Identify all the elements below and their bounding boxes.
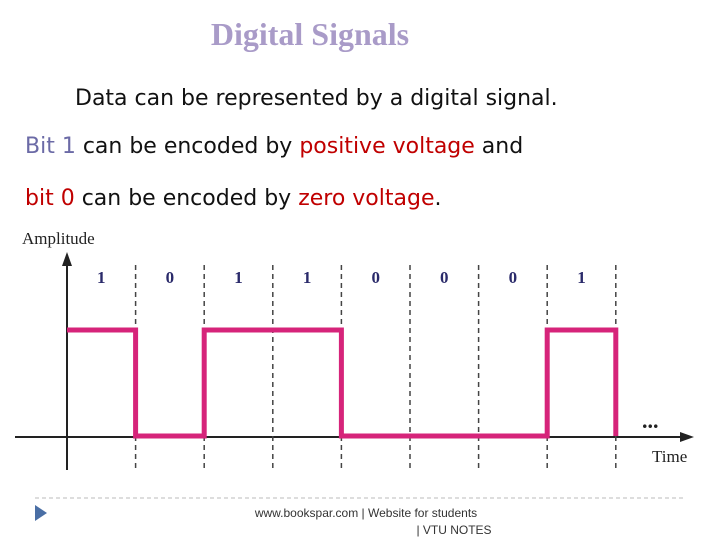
text-span: can be encoded by: [76, 134, 299, 159]
bit-label: 1: [303, 268, 312, 287]
text-span: can be encoded by: [75, 186, 298, 211]
bit-label: 0: [166, 268, 175, 287]
bit-label: 1: [234, 268, 243, 287]
text-span: positive voltage: [299, 134, 474, 159]
bit-label: 1: [577, 268, 586, 287]
bit-label: 1: [97, 268, 106, 287]
y-axis-label: Amplitude: [22, 229, 95, 248]
signal: [67, 327, 619, 439]
text-span: .: [434, 186, 441, 211]
text-span: bit 0: [25, 186, 75, 211]
bullet: [35, 505, 47, 521]
text-span: Data can be represented by a digital sig…: [75, 86, 558, 111]
y-axis-arrow: [62, 252, 72, 266]
x-axis-label: Time: [652, 447, 687, 466]
text-span: zero voltage: [298, 186, 434, 211]
text-span: Bit 1: [25, 134, 76, 159]
body-line: bit 0 can be encoded by zero voltage.: [25, 186, 441, 211]
footer-line: www.bookspar.com | Website for students: [254, 506, 477, 520]
body-line: Data can be represented by a digital sig…: [75, 86, 558, 111]
x-axis-arrow: [680, 432, 694, 442]
body-line: Bit 1 can be encoded by positive voltage…: [25, 134, 523, 159]
footer-line: | VTU NOTES: [416, 523, 491, 537]
bit-label: 0: [440, 268, 449, 287]
bit-label: 0: [509, 268, 518, 287]
title: Digital Signals: [211, 16, 409, 52]
bit-label: 0: [371, 268, 380, 287]
continuation: ...: [642, 408, 659, 433]
text-span: and: [475, 134, 523, 159]
